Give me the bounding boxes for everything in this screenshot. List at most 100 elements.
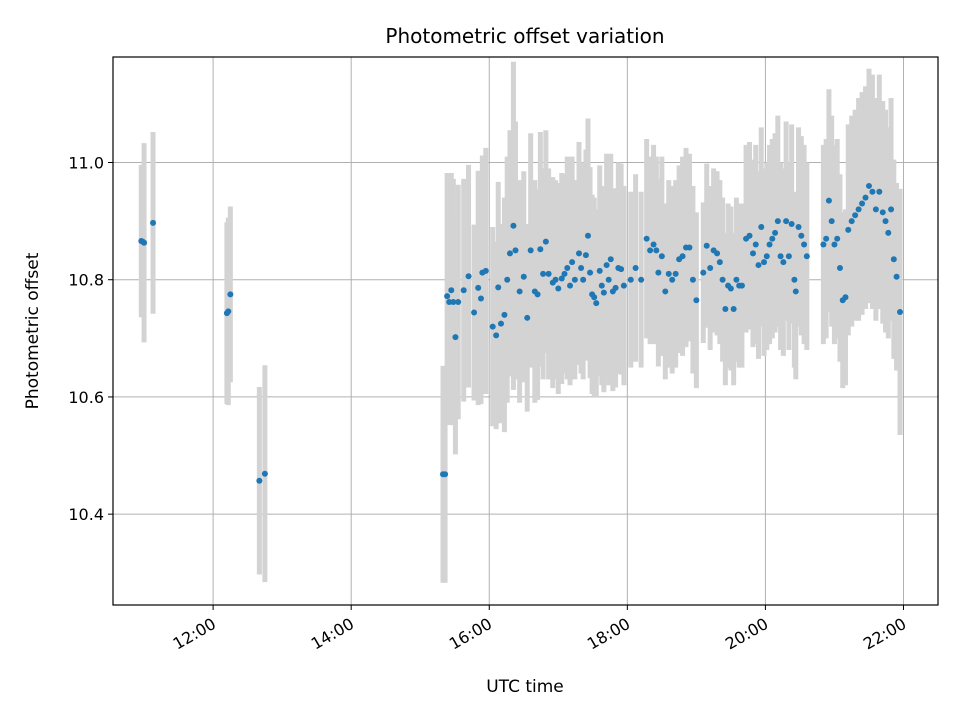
data-point xyxy=(653,247,660,254)
data-point xyxy=(501,311,508,318)
data-point xyxy=(845,226,852,233)
data-point xyxy=(225,308,232,315)
data-point xyxy=(707,264,714,271)
data-point xyxy=(524,314,531,321)
data-point xyxy=(749,250,756,257)
data-point xyxy=(442,471,449,478)
data-point xyxy=(828,218,835,225)
data-point xyxy=(733,276,740,283)
data-point xyxy=(256,477,263,484)
data-point xyxy=(755,262,762,269)
data-point xyxy=(489,323,496,330)
data-point xyxy=(672,270,679,277)
data-point xyxy=(542,238,549,245)
data-point xyxy=(803,253,810,260)
data-point xyxy=(564,264,571,271)
data-point xyxy=(792,288,799,295)
data-point xyxy=(679,253,686,260)
data-point xyxy=(719,276,726,283)
data-point xyxy=(620,282,627,289)
data-point xyxy=(727,285,734,292)
data-point xyxy=(738,282,745,289)
y-axis-ticks: 10.4 10.6 10.8 11.0 xyxy=(68,153,113,524)
data-point xyxy=(493,332,500,339)
data-point xyxy=(580,276,587,283)
data-point xyxy=(446,298,453,305)
data-point xyxy=(465,273,472,280)
data-point xyxy=(865,182,872,189)
data-point xyxy=(455,298,462,305)
data-point xyxy=(897,308,904,315)
data-point xyxy=(591,294,598,301)
data-point xyxy=(227,291,234,298)
data-point xyxy=(558,275,565,282)
data-point xyxy=(545,270,552,277)
y-tick-label: 10.8 xyxy=(68,271,104,290)
data-point xyxy=(578,264,585,271)
y-tick-label: 11.0 xyxy=(68,153,104,172)
data-point xyxy=(872,206,879,213)
data-point xyxy=(655,269,662,276)
data-point xyxy=(890,256,897,263)
y-axis-label: Photometric offset xyxy=(23,252,43,409)
data-point xyxy=(777,253,784,260)
data-point xyxy=(593,300,600,307)
data-point xyxy=(587,269,594,276)
data-point xyxy=(862,194,869,201)
data-point xyxy=(823,235,830,242)
data-point xyxy=(497,320,504,327)
data-point xyxy=(603,262,610,269)
data-point xyxy=(448,287,455,294)
data-point xyxy=(876,188,883,195)
data-point xyxy=(261,470,268,477)
data-point xyxy=(537,246,544,253)
data-point xyxy=(450,298,457,305)
data-point xyxy=(460,287,467,294)
data-point xyxy=(882,218,889,225)
data-point xyxy=(852,212,859,219)
data-point xyxy=(452,334,459,341)
data-point xyxy=(510,222,517,229)
data-point xyxy=(150,219,157,226)
data-point xyxy=(561,270,568,277)
data-point xyxy=(552,276,559,283)
data-point xyxy=(885,229,892,236)
plot-frame xyxy=(112,56,939,606)
data-point xyxy=(859,200,866,207)
data-point xyxy=(801,241,808,248)
data-point xyxy=(766,241,773,248)
data-point xyxy=(638,276,645,283)
data-point xyxy=(482,267,489,274)
data-point xyxy=(820,241,827,248)
data-point xyxy=(512,247,519,254)
data-point xyxy=(763,253,770,260)
data-point xyxy=(774,218,781,225)
data-point xyxy=(582,252,589,259)
data-point xyxy=(141,239,148,246)
data-point xyxy=(600,289,607,296)
data-point xyxy=(650,241,657,248)
data-point xyxy=(477,295,484,302)
data-point xyxy=(722,306,729,313)
data-point xyxy=(714,250,721,257)
data-point xyxy=(769,235,776,242)
data-point xyxy=(746,232,753,239)
data-point xyxy=(780,259,787,266)
data-point xyxy=(632,264,639,271)
data-point xyxy=(584,232,591,239)
data-point xyxy=(785,253,792,260)
data-point xyxy=(869,188,876,195)
data-point xyxy=(520,273,527,280)
data-point xyxy=(772,229,779,236)
data-point xyxy=(703,242,710,249)
data-point xyxy=(504,276,511,283)
data-point xyxy=(527,247,534,254)
data-point xyxy=(686,244,693,251)
data-point xyxy=(700,269,707,276)
data-point xyxy=(758,223,765,230)
data-point xyxy=(716,259,723,266)
data-point xyxy=(627,276,634,283)
data-point xyxy=(879,209,886,216)
data-point xyxy=(607,256,614,263)
